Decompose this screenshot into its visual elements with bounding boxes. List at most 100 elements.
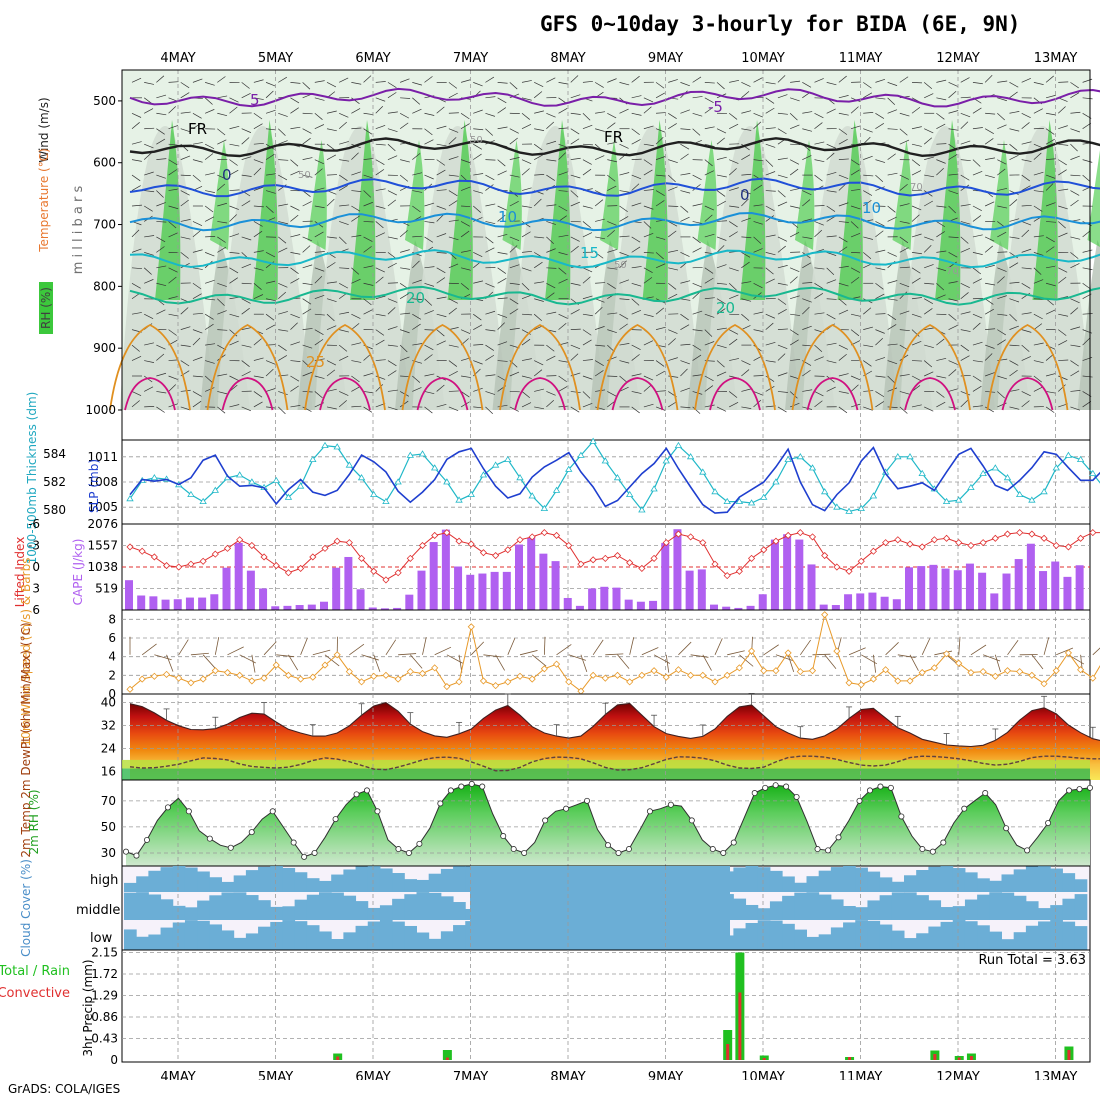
wind-barb [558,152,566,160]
wind10m-point [1064,649,1073,657]
li-point [772,537,780,545]
wind-barb [338,400,347,408]
cloud-bar [1074,894,1088,920]
wind-barb [1070,406,1081,411]
wind-barb [338,121,347,129]
wind-barb [765,234,776,238]
li-point [370,567,378,575]
credit-label: GrADS: COLA/IGES [8,1082,121,1096]
wind-barb [204,97,213,105]
wind10m-barb [507,638,516,655]
wind-barb [156,353,165,361]
wind-barb [229,329,238,337]
wind-barb [972,267,982,275]
wind10m-barb [617,654,630,669]
wind-barb [509,128,519,134]
wind-barb [668,221,678,227]
li-point [723,572,731,580]
wind-barb [753,77,763,83]
wind-barb [668,357,678,361]
cape-bar [685,570,694,610]
wind10m-point [297,675,305,683]
cloud-bar [989,931,1002,950]
wind-barb [850,232,861,238]
wind-barb [192,329,203,334]
wind-barb [290,159,299,167]
precip-tick-label: 1.29 [91,989,118,1003]
wind-barb [765,107,775,114]
wind-barb [607,229,615,238]
wind-barb [814,78,824,83]
wind-barb [399,122,409,130]
wind-barb [546,174,555,181]
wind-barb [972,234,983,238]
wind-barb [192,142,203,145]
thickness-point [869,492,878,499]
wind-barb [741,198,749,207]
wind-barb [278,140,288,145]
wind-barb [534,82,544,88]
cloud-bar [453,902,466,920]
wind-barb [753,282,763,289]
wind-barb [668,79,678,83]
wind-barb [972,341,983,346]
wind10m-point [552,660,561,668]
cloud-bar [319,880,332,892]
date-label-bottom: 5MAY [258,1070,293,1080]
wind-barb [1021,77,1031,83]
wind10m-barb [154,654,172,661]
wind-barb [399,78,410,83]
thickness-point [1003,474,1012,481]
cloud-bar [294,899,308,920]
wind-barb [399,230,408,238]
rh2m-point [688,817,695,824]
li-point [565,541,573,550]
wind-barb [534,388,544,392]
wind-barb [144,360,155,363]
isotherm-30c [709,377,761,411]
wind-barb [924,200,934,207]
cloud-bar [221,881,235,892]
li-point [1040,534,1048,542]
wind-barb [144,205,153,212]
wind-barb [753,112,763,118]
rh-shading-green [642,120,668,300]
wind-barb [631,344,641,350]
contour-label: 10 [862,199,881,217]
wind-barb [790,358,801,361]
wind-barb [387,111,398,114]
wind-barb [948,82,958,87]
wind-barb [521,187,532,191]
contour-label: 0 [222,166,232,184]
contour-label: 20 [406,289,425,307]
wind-barb [887,205,896,213]
wind10m-barb [605,653,624,656]
isotherm-line [129,249,1100,269]
wind-barb [570,128,580,135]
wind-barb [144,342,155,346]
wind-barb [1045,138,1055,145]
wind-barb [180,344,191,347]
wind-barb [960,282,970,288]
wind-barb [729,187,739,191]
rh2m-point [961,805,968,812]
wind-barb [997,231,1007,238]
cloud-bar [258,900,271,920]
wind-barb [473,360,483,365]
li-point [394,569,402,577]
wind-barb [875,174,884,183]
wind-barb [131,282,141,289]
wind-barb [534,406,545,410]
wind-barb [838,174,849,180]
wind-barb [290,82,301,84]
li-point [674,530,683,538]
wind-barb [192,249,203,253]
wind-barb [497,233,508,238]
wind-barb [217,310,227,315]
cloud-bar [806,892,820,920]
li-point [626,559,634,567]
wind-barb [582,143,593,146]
wind-barb [960,96,971,99]
wind-barb [339,112,349,118]
wind-barb [851,188,862,191]
